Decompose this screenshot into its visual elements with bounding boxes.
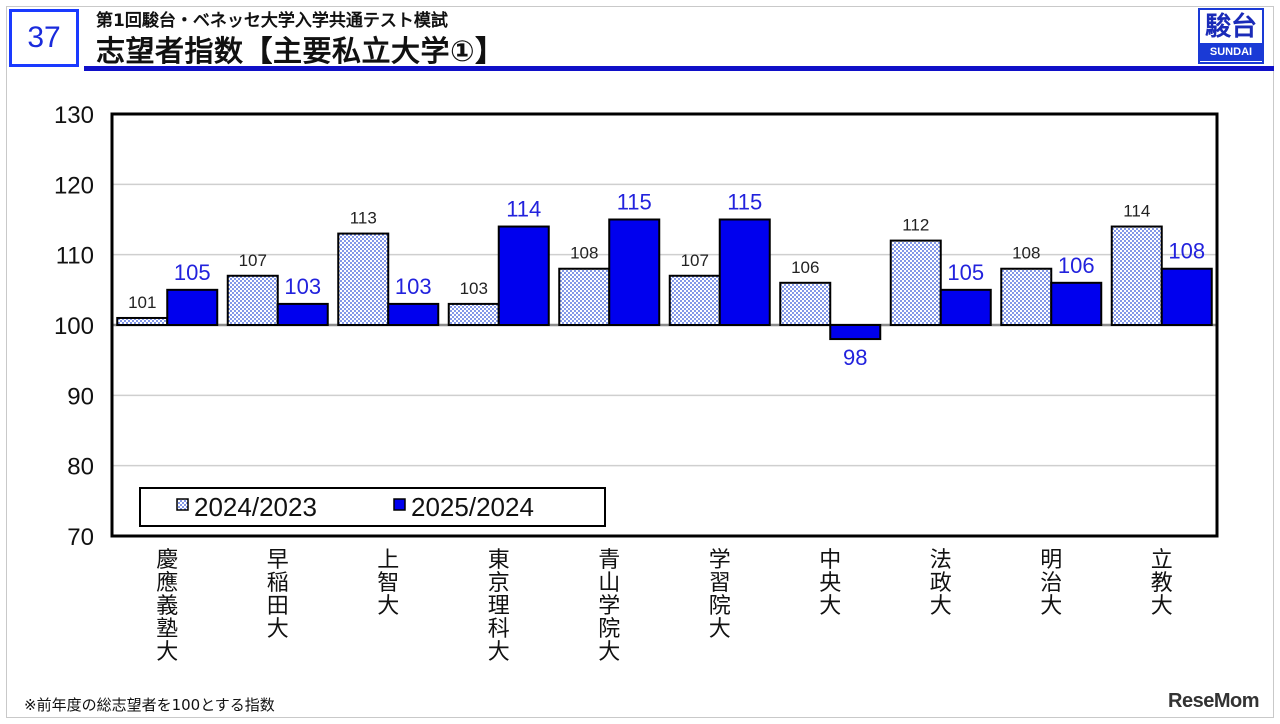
category-label: 学習院大 xyxy=(709,548,731,642)
data-label-series-1: 114 xyxy=(1123,202,1150,221)
bar-series-1 xyxy=(116,316,169,327)
data-label-series-1: 108 xyxy=(570,244,598,263)
legend-swatch-series-2 xyxy=(393,498,406,511)
category-label: 中央大 xyxy=(819,548,841,619)
footnote: ※前年度の総志望者を100とする指数 xyxy=(24,696,275,714)
data-label-series-1: 101 xyxy=(128,293,156,312)
y-tick-label: 90 xyxy=(67,383,94,410)
page-number: 37 xyxy=(9,9,79,67)
data-label-series-1: 113 xyxy=(350,209,377,228)
y-tick-label: 110 xyxy=(56,243,94,270)
data-label-series-2: 114 xyxy=(506,197,541,222)
bar-series-2 xyxy=(829,324,882,341)
bar-series-2 xyxy=(497,225,550,327)
bar-series-2 xyxy=(1050,281,1103,326)
y-tick-label: 120 xyxy=(54,172,94,199)
bar-series-1 xyxy=(889,239,942,327)
data-label-series-1: 106 xyxy=(791,258,819,277)
bar-series-1 xyxy=(779,281,832,326)
bar-series-1 xyxy=(558,267,611,327)
data-label-series-2: 103 xyxy=(395,274,432,299)
data-label-series-2: 105 xyxy=(174,260,211,285)
data-label-series-2: 105 xyxy=(947,260,984,285)
bar-series-1 xyxy=(226,274,279,326)
legend-box xyxy=(139,487,606,527)
legend-label-series-1: 2024/2023 xyxy=(194,492,317,522)
category-label: 慶應義塾大 xyxy=(156,548,178,665)
bar-series-2 xyxy=(1160,267,1213,327)
data-label-series-2: 103 xyxy=(284,274,321,299)
y-tick-label: 100 xyxy=(54,313,94,340)
legend-swatch-series-1 xyxy=(176,498,189,511)
legend-label-series-2: 2025/2024 xyxy=(411,492,534,522)
bar-series-2 xyxy=(608,218,661,326)
bar-series-2 xyxy=(939,288,992,327)
chart-legend: 2024/2023 2025/2024 xyxy=(139,487,606,527)
bar-series-1 xyxy=(337,232,390,326)
data-label-series-1: 103 xyxy=(460,279,488,298)
category-label: 立教大 xyxy=(1151,548,1173,619)
y-tick-label: 130 xyxy=(54,102,94,129)
slide-title: 志望者指数【主要私立大学①】 xyxy=(96,34,505,68)
slide-subtitle: 第1回駿台・ベネッセ大学入学共通テスト模試 xyxy=(96,11,448,31)
data-label-series-2: 98 xyxy=(843,345,867,370)
data-label-series-1: 107 xyxy=(239,251,267,270)
bar-series-1 xyxy=(1000,267,1053,327)
title-underline xyxy=(84,66,1274,71)
bar-series-2 xyxy=(718,218,771,326)
data-label-series-1: 108 xyxy=(1012,244,1040,263)
logo-sub-text: SUNDAI xyxy=(1200,43,1262,61)
category-label: 東京理科大 xyxy=(488,548,510,665)
resemom-watermark: ReseMom xyxy=(1168,690,1259,712)
y-tick-label: 70 xyxy=(67,524,94,551)
category-label: 早稲田大 xyxy=(267,548,289,642)
plot-area-border xyxy=(110,112,1219,538)
bar-series-2 xyxy=(276,302,329,326)
bar-series-1 xyxy=(447,302,500,326)
data-label-series-2: 115 xyxy=(617,190,652,215)
data-label-series-2: 115 xyxy=(727,190,762,215)
slide-frame xyxy=(6,6,1274,718)
bar-series-1 xyxy=(1110,225,1163,327)
bar-series-2 xyxy=(387,302,440,326)
bar-series-2 xyxy=(166,288,219,327)
category-label: 青山学院大 xyxy=(598,548,620,665)
category-label: 法政大 xyxy=(930,548,952,619)
category-label: 明治大 xyxy=(1040,548,1062,619)
y-tick-label: 80 xyxy=(67,454,94,481)
logo-main-text: 駿台 xyxy=(1204,12,1257,42)
category-label: 上智大 xyxy=(377,548,399,619)
data-label-series-1: 107 xyxy=(681,251,709,270)
data-label-series-2: 106 xyxy=(1058,253,1095,278)
sundai-logo: 駿台 SUNDAI xyxy=(1198,8,1264,64)
data-label-series-1: 112 xyxy=(902,216,929,235)
data-label-series-2: 108 xyxy=(1168,239,1205,264)
bar-series-1 xyxy=(668,274,721,326)
